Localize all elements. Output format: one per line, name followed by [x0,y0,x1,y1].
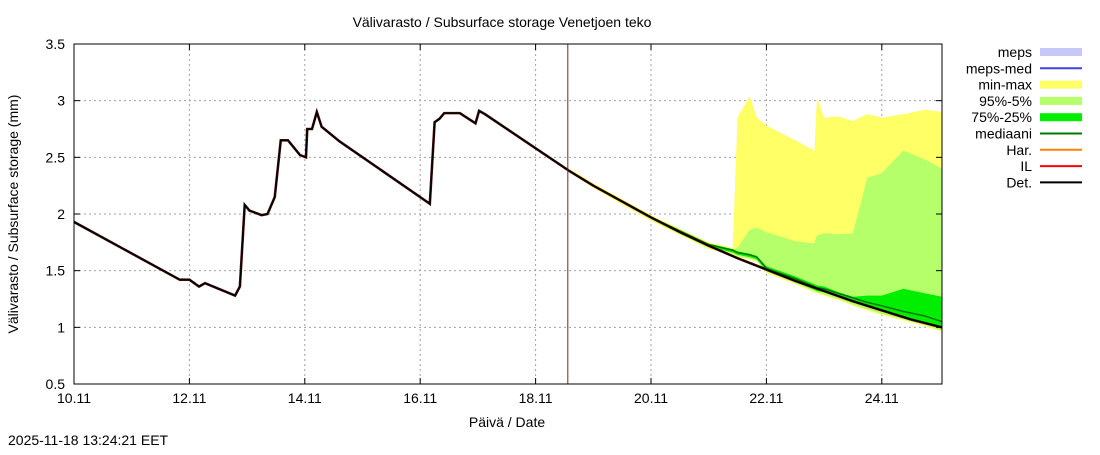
legend-swatch [1040,113,1082,122]
y-tick-label: 0.5 [46,376,66,392]
y-tick-label: 3.5 [46,36,66,52]
x-tick-label: 18.11 [519,390,553,406]
y-tick-label: 1 [57,319,65,335]
legend-swatch [1040,80,1082,89]
y-tick-label: 1.5 [46,263,66,279]
legend-swatch [1040,96,1082,105]
x-tick-label: 12.11 [172,390,206,406]
legend-label: 75%-25% [971,109,1032,125]
legend-label: Det. [1006,174,1032,190]
x-tick-label: 10.11 [57,390,91,406]
series-lines [73,44,943,384]
x-tick-label: 20.11 [634,390,668,406]
legend: mepsmeps-medmin-max95%-5%75%-25%mediaani… [966,44,1082,190]
x-axis-label: Päivä / Date [469,414,545,430]
y-tick-label: 3 [57,93,65,109]
legend-label: Har. [1006,142,1032,158]
legend-label: min-max [978,77,1032,93]
y-tick-label: 2.5 [46,149,66,165]
legend-label: meps-med [966,60,1032,76]
axis-ticks: 0.5 1 1.5 2 2.5 3 3.5 10.11 12.11 14.11 16.11 18.11… [46,36,942,406]
x-tick-label: 16.11 [403,390,437,406]
series-mediaani [568,170,943,323]
y-tick-label: 2 [57,206,65,222]
band-95-5 [569,150,942,331]
legend-label: IL [1020,158,1032,174]
x-tick-label: 24.11 [865,390,899,406]
legend-label: 95%-5% [979,93,1032,109]
legend-swatch [1040,48,1082,56]
legend-label: meps [998,44,1032,60]
x-tick-label: 22.11 [749,390,783,406]
legend-label: mediaani [975,126,1032,142]
timestamp: 2025-11-18 13:24:21 EET [8,432,169,448]
y-axis-label: Välivarasto / Subsurface storage (mm) [5,95,21,334]
chart-title: Välivarasto / Subsurface storage Venetjo… [353,14,652,30]
forecast-bands [569,96,942,332]
band-75-25 [569,170,942,329]
x-tick-label: 14.11 [288,390,322,406]
series-det [73,109,943,329]
